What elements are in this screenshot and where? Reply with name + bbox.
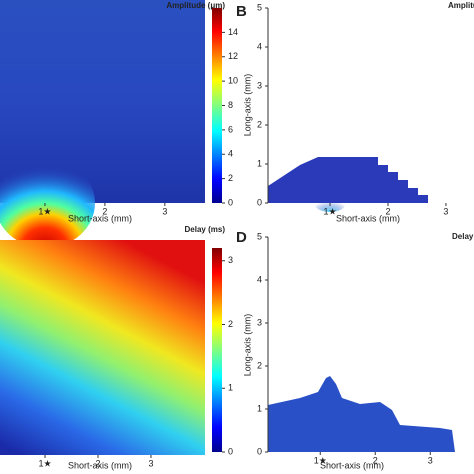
heatmap-field xyxy=(268,376,455,452)
y-tick-label: 4 xyxy=(257,274,262,284)
colorbar xyxy=(212,8,222,203)
colorbar-tick-label: 14 xyxy=(228,27,238,37)
x-tick-label: 3 xyxy=(162,206,167,216)
heatmap-field xyxy=(0,240,205,455)
colorbar-title: Delay (ms) xyxy=(185,225,226,234)
x-tick-label: 1★ xyxy=(38,458,51,468)
y-tick-label: 5 xyxy=(257,231,262,241)
colorbar-tick-label: 1 xyxy=(228,383,233,393)
colorbar-tick-label: 10 xyxy=(228,76,238,86)
y-axis-label: Long-axis (mm) xyxy=(242,314,252,377)
colorbar-tick-label: 4 xyxy=(228,149,233,159)
colorbar-tick-label: 3 xyxy=(228,255,233,265)
heatmap-field xyxy=(268,157,428,203)
x-axis-label: Short-axis (mm) xyxy=(68,213,132,223)
heatmap-hotspot xyxy=(0,158,95,248)
colorbar-tick-label: 2 xyxy=(228,173,233,183)
x-tick-label: 1★ xyxy=(38,206,51,216)
y-tick-label: 2 xyxy=(257,360,262,370)
y-tick-label: 0 xyxy=(257,446,262,456)
y-tick-label: 1 xyxy=(257,158,262,168)
colorbar-tick-label: 8 xyxy=(228,100,233,110)
x-tick-label: 3 xyxy=(428,455,433,465)
x-axis-label: Short-axis (mm) xyxy=(68,460,132,470)
y-tick-label: 3 xyxy=(257,80,262,90)
x-tick-label: 3 xyxy=(443,206,448,216)
y-axis-label: Long-axis (mm) xyxy=(242,74,252,137)
panel-title: Delay xyxy=(452,232,474,241)
colorbar-tick-label: 6 xyxy=(228,124,233,134)
x-tick-label: 2 xyxy=(95,458,100,468)
y-tick-label: 3 xyxy=(257,317,262,327)
x-tick-label: 2 xyxy=(102,206,107,216)
panel-letter: B xyxy=(236,3,247,20)
colorbar-tick-label: 0 xyxy=(228,197,233,207)
x-tick-label: 2 xyxy=(373,455,378,465)
y-tick-label: 0 xyxy=(257,197,262,207)
x-axis-label: Short-axis (mm) xyxy=(336,213,400,223)
y-tick-label: 1 xyxy=(257,403,262,413)
colorbar-tick-label: 0 xyxy=(228,446,233,456)
y-tick-label: 4 xyxy=(257,41,262,51)
colorbar-tick-label: 2 xyxy=(228,319,233,329)
colorbar-title: Amplitude (μm) xyxy=(166,1,225,10)
x-tick-label: 3 xyxy=(148,458,153,468)
x-tick-label: 2 xyxy=(385,206,390,216)
x-tick-label: 1★ xyxy=(323,206,336,216)
x-axis-label: Short-axis (mm) xyxy=(320,460,384,470)
panel-title: Amplitude xyxy=(448,1,474,10)
y-tick-label: 2 xyxy=(257,119,262,129)
panel-letter: D xyxy=(236,229,247,246)
x-tick-label: 1★ xyxy=(314,455,327,465)
y-tick-label: 5 xyxy=(257,2,262,12)
colorbar-tick-label: 12 xyxy=(228,51,238,61)
colorbar xyxy=(212,248,222,452)
